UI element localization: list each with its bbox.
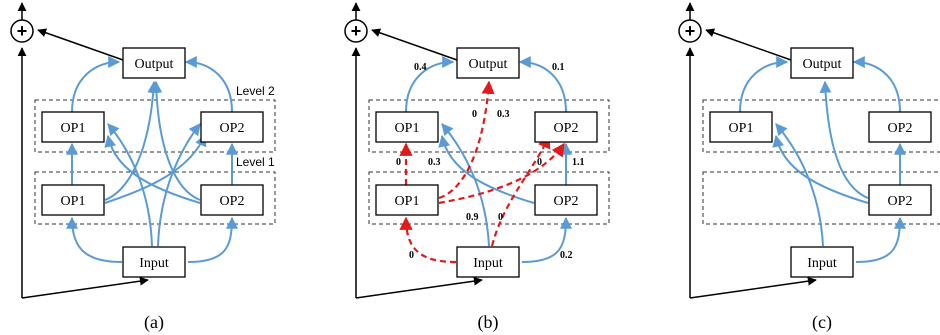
edge-input-op2b: [521, 216, 572, 263]
plus-icon: +: [685, 21, 696, 41]
plus-icon: +: [17, 21, 28, 41]
svg-text:Output: Output: [135, 57, 174, 72]
output-node: Output: [790, 47, 854, 79]
panel-a: Level 2 Level 1 +: [10, 2, 276, 333]
edge-op2b-op1t: [438, 134, 535, 204]
skip-connection: +: [10, 2, 149, 299]
edge-op2b-output: [150, 80, 201, 201]
op1-bottom-node: OP1: [41, 184, 105, 216]
edge-input-op1b: [66, 216, 123, 263]
svg-text:Output: Output: [803, 57, 842, 72]
weight-label: 0: [472, 109, 477, 120]
level-2-box: [702, 99, 940, 153]
weight-label: 0: [396, 157, 401, 168]
level-2-label: Level 2: [236, 84, 275, 98]
op2-bottom-node: OP2: [200, 184, 264, 216]
svg-text:Input: Input: [807, 256, 837, 271]
edge-op1b-op2t: [438, 142, 565, 205]
level-1-box: [702, 171, 940, 225]
weight-label: 0: [409, 250, 414, 261]
svg-text:OP1: OP1: [61, 194, 86, 209]
level-1-box: [368, 171, 610, 225]
edge-input-op2b: [855, 216, 906, 263]
weight-label: 0.2: [560, 250, 573, 261]
edges: [739, 56, 906, 263]
edge-op1t-output: [405, 56, 455, 113]
level-1-box: [34, 171, 276, 225]
level-2-box: [34, 99, 276, 153]
edge-op1t-output: [739, 56, 789, 113]
svg-text:OP1: OP1: [395, 194, 420, 209]
edges: [66, 56, 238, 263]
edge-input-op1b: [399, 216, 457, 264]
plus-icon: +: [351, 21, 362, 41]
op2-top-node: OP2: [534, 111, 598, 143]
sum-node: [678, 19, 702, 43]
input-node: Input: [790, 246, 854, 278]
svg-text:OP1: OP1: [395, 121, 420, 136]
caption-b: (b): [478, 312, 499, 333]
op2-bottom-node: OP2: [534, 184, 598, 216]
svg-text:OP1: OP1: [61, 121, 86, 136]
svg-text:OP2: OP2: [888, 121, 913, 136]
weight-label: 0: [498, 212, 503, 223]
op1-bottom-node: OP1: [375, 184, 439, 216]
panel-c: + Output OP1 OP2 OP2 Inp: [678, 2, 940, 333]
edge-op2t-output: [852, 56, 901, 113]
sum-node: [344, 19, 368, 43]
skip-connection: +: [344, 2, 483, 299]
weight-label: 0.3: [497, 109, 510, 120]
svg-text:OP2: OP2: [220, 194, 245, 209]
edge-op2t-output: [518, 56, 567, 113]
svg-text:Input: Input: [139, 256, 169, 271]
edge-input-op1t: [107, 123, 153, 247]
caption-c: (c): [812, 312, 832, 333]
svg-text:OP2: OP2: [554, 194, 579, 209]
sum-node: [10, 19, 34, 43]
edge-op1t-output: [71, 56, 121, 113]
weight-label: 0.9: [466, 212, 479, 223]
weight-label: 0.4: [414, 62, 427, 73]
edge-op2t-output: [184, 56, 233, 113]
edge-op2b-output: [819, 80, 869, 199]
level-2-box: [368, 99, 610, 153]
output-node: Output: [122, 47, 186, 79]
edge-input-op2b: [187, 216, 238, 263]
svg-text:Input: Input: [473, 256, 503, 271]
op2-top-node: OP2: [200, 111, 264, 143]
weights: 0.4 0.1 0 0.3 0 0.3 0 1.1 0 0.9 0 0.2: [396, 62, 585, 261]
svg-text:OP2: OP2: [554, 121, 579, 136]
level-1-label: Level 1: [236, 155, 275, 169]
edge-op1b-op2t: [104, 133, 207, 204]
edges: [399, 56, 572, 264]
skip-connection: +: [678, 2, 817, 299]
svg-text:OP2: OP2: [220, 121, 245, 136]
svg-text:OP2: OP2: [888, 194, 913, 209]
edge-input-op2t: [490, 134, 551, 247]
op2-top-node: OP2: [868, 111, 932, 143]
caption-a: (a): [144, 312, 164, 333]
weight-label: 0: [537, 157, 542, 168]
input-node: Input: [456, 246, 520, 278]
edge-op2b-op1t: [772, 134, 869, 204]
weight-label: 1.1: [572, 157, 585, 168]
input-node: Input: [122, 246, 186, 278]
op2-bottom-node: OP2: [868, 184, 932, 216]
svg-text:Output: Output: [469, 57, 508, 72]
panel-b: + 0.4 0.1 0 0.3 0 0.3 0 1.1 0: [344, 2, 610, 333]
edge-input-op2t: [157, 123, 201, 247]
edge-op1b-output: [438, 80, 495, 200]
op1-top-node: OP1: [709, 111, 773, 143]
op1-top-node: OP1: [375, 111, 439, 143]
weight-label: 0.3: [428, 157, 441, 168]
weight-label: 0.1: [552, 62, 565, 73]
output-node: Output: [456, 47, 520, 79]
svg-text:OP1: OP1: [729, 121, 754, 136]
edge-input-op1t: [441, 123, 490, 247]
op1-top-node: OP1: [41, 111, 105, 143]
edge-op1b-output: [104, 80, 160, 201]
edge-input-op1t: [775, 123, 824, 247]
